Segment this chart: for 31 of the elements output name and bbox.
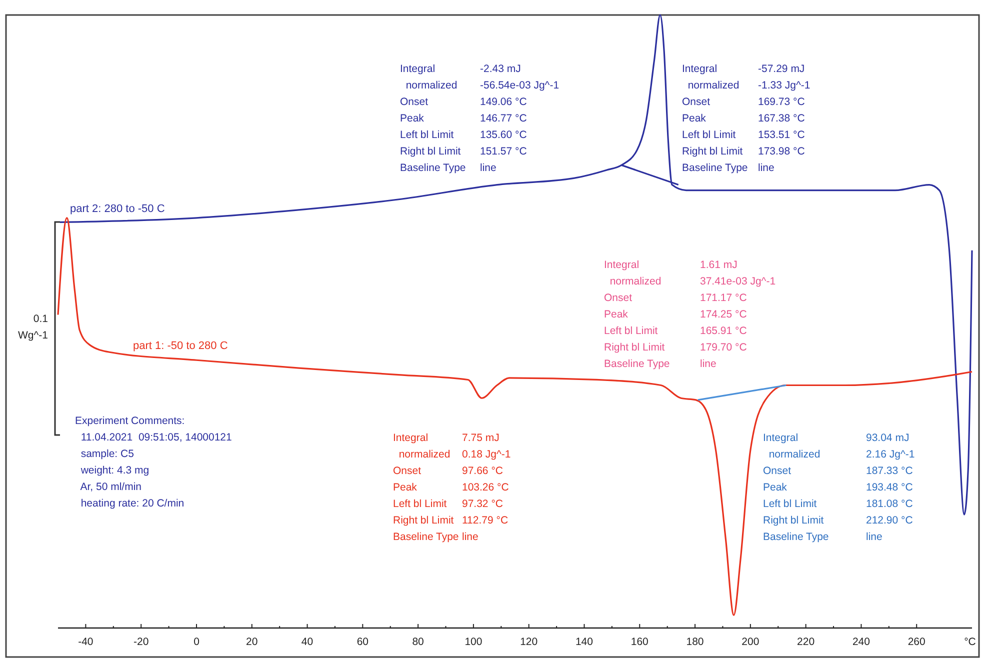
- annotation: 7.75 mJ 0.18 Jg^-1 97.66 °C 103.26 °C 97.32 °C 112.79 °C line: [462, 432, 511, 543]
- x-tick-label: 240: [852, 636, 870, 648]
- annotation: Integral normalized Onset Peak Left bl Limit Right bl Limit Baseline Type: [400, 63, 466, 174]
- x-tick-label: 160: [630, 636, 649, 648]
- x-tick-label: 20: [246, 636, 258, 648]
- text: 0.1 Wg^-1: [18, 313, 48, 342]
- x-tick-label: 100: [464, 636, 482, 648]
- series-label: part 2: 280 to -50 C: [70, 203, 165, 215]
- annotation: 93.04 mJ 2.16 Jg^-1 187.33 °C 193.48 °C 181.08 °C 212.90 °C line: [866, 432, 915, 543]
- x-tick-label: 220: [797, 636, 815, 648]
- x-tick-label: 260: [908, 636, 926, 648]
- annotation: Integral normalized Onset Peak Left bl Limit Right bl Limit Baseline Type: [393, 432, 459, 543]
- annotation: Integral normalized Onset Peak Left bl Limit Right bl Limit Baseline Type: [682, 63, 748, 174]
- x-tick-label: 180: [686, 636, 704, 648]
- x-axis-title: °C: [964, 636, 976, 648]
- x-tick-label: 40: [301, 636, 314, 648]
- annotation: 1.61 mJ 37.41e-03 Jg^-1 171.17 °C 174.25 °C 165.91 °C 179.70 °C line: [700, 259, 776, 370]
- annotation: -57.29 mJ -1.33 Jg^-1 169.73 °C 167.38 °C 153.51 °C 173.98 °C line: [758, 63, 810, 174]
- annotation: -2.43 mJ -56.54e-03 Jg^-1 149.06 °C 146.77 °C 135.60 °C 151.57 °C line: [480, 63, 560, 174]
- series-label: part 1: -50 to 280 C: [133, 340, 228, 352]
- x-tick-label: 120: [520, 636, 538, 648]
- x-tick-label: 0: [194, 636, 200, 648]
- x-tick-label: 80: [412, 636, 424, 648]
- x-tick-label: 140: [575, 636, 594, 648]
- x-tick-label: 200: [742, 636, 760, 648]
- annotation: Integral normalized Onset Peak Left bl Limit Right bl Limit Baseline Type: [604, 259, 670, 370]
- annotation: Integral normalized Onset Peak Left bl Limit Right bl Limit Baseline Type: [763, 432, 829, 543]
- x-tick-label: -20: [133, 636, 149, 648]
- x-tick-label: 60: [356, 636, 369, 648]
- x-tick-label: -40: [78, 636, 94, 648]
- annotation: Experiment Comments: 11.04.2021 09:51:05, 14000121 sample: C5 weight: 4.3 mg Ar, 50 ml/min heating rate: 20 C/min: [75, 415, 232, 510]
